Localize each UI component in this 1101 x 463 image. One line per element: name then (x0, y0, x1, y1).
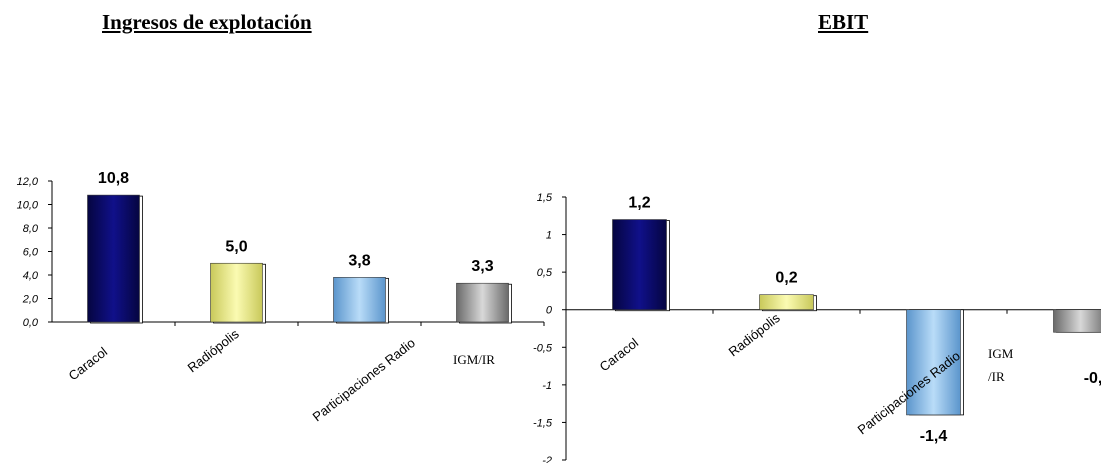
y-tick-label: 0 (546, 305, 553, 317)
category-label: IGM/IR (453, 352, 495, 367)
category-label: Radiópolis (185, 326, 242, 376)
bar (456, 282, 509, 323)
category-label: /IR (988, 369, 1005, 384)
category-label: Radiópolis (726, 310, 783, 360)
y-tick-label: 2,0 (22, 294, 39, 306)
y-tick-label: -1 (542, 380, 552, 392)
y-tick-label: 0,5 (537, 267, 553, 279)
y-tick-label: 4,0 (23, 270, 39, 282)
chart-1-title: Ingresos de explotación (102, 10, 312, 34)
data-label: 5,0 (225, 238, 247, 255)
y-tick-label: 10,0 (17, 200, 39, 212)
y-tick-label: -0,5 (533, 342, 553, 354)
category-label: Caracol (597, 335, 642, 374)
bar (612, 219, 667, 311)
y-tick-label: 8,0 (23, 223, 39, 235)
data-label: 3,3 (471, 258, 493, 275)
data-label: 1,2 (628, 195, 650, 212)
data-label: -1,4 (920, 428, 948, 445)
y-tick-label: 1,5 (537, 192, 553, 204)
bar (906, 309, 961, 416)
data-label: 3,8 (348, 252, 370, 269)
y-tick-label: 0,0 (23, 317, 39, 329)
y-tick-label: -1,5 (533, 417, 553, 429)
data-label: -0,3 (1084, 370, 1101, 387)
bar (87, 194, 140, 323)
y-tick-label: 1 (546, 230, 552, 242)
bar (333, 277, 386, 323)
category-label: Caracol (66, 344, 111, 383)
bar (759, 294, 814, 311)
bar (1053, 309, 1101, 333)
chart-2-title: EBIT (818, 10, 869, 34)
category-label: IGM (988, 346, 1014, 361)
data-label: 0,2 (775, 270, 797, 287)
data-label: 10,8 (98, 170, 129, 187)
category-label: Participaciones Radio (310, 335, 418, 424)
y-tick-label: 6,0 (23, 247, 39, 259)
y-tick-label: 12,0 (17, 176, 39, 188)
bar (210, 262, 263, 323)
y-tick-label: -2 (542, 455, 552, 463)
